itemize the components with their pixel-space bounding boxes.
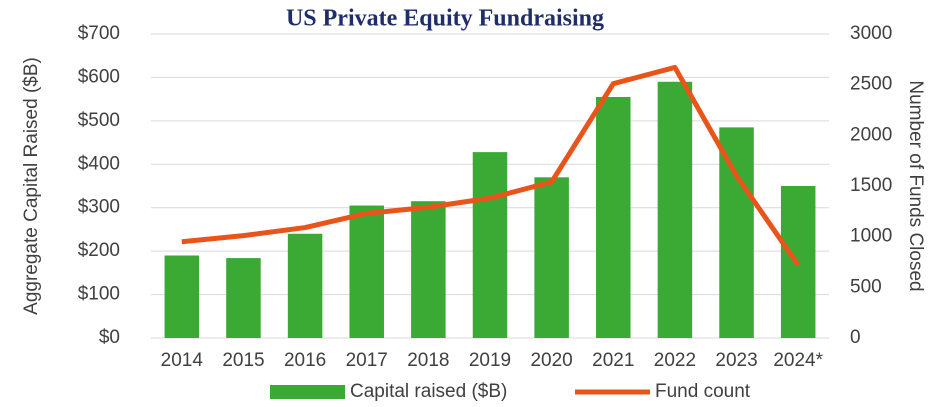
y2-tick-label: 2500 [850,74,892,95]
x-tick-label: 2019 [469,350,511,371]
x-tick-label: 2014 [161,350,204,371]
bar [349,205,384,338]
x-tick-label: 2018 [407,350,449,371]
x-tick-label: 2024* [773,350,823,371]
x-tick-label: 2023 [715,350,757,371]
y2-tick-label: 1000 [850,226,892,247]
y-tick-label: $300 [78,197,120,218]
y-tick-label: $700 [78,23,120,44]
x-tick-label: 2016 [284,350,326,371]
bar [657,81,693,339]
bar [472,152,508,338]
legend-label: Fund count [655,381,751,402]
y2-tick-label: 500 [850,276,882,297]
y-axis-label: Aggregate Capital Raised ($B) [21,57,42,315]
x-tick-label: 2015 [222,350,264,371]
bar [287,233,323,338]
line [181,64,801,267]
y-tick-label: $100 [78,284,120,305]
legend-swatch [270,385,345,399]
bar [164,255,200,338]
y2-axis-label: Number of Funds Closed [905,80,926,291]
y2-tick-label: 3000 [850,23,892,44]
chart-title: US Private Equity Fundraising [286,6,604,32]
y2-tick-label: 0 [850,327,861,348]
legend-label: Capital raised ($B) [350,381,507,402]
y-tick-label: $0 [99,327,120,348]
x-tick-label: 2021 [592,350,634,371]
x-tick-label: 2022 [654,350,696,371]
bar [226,258,261,338]
y-tick-label: $500 [78,110,120,131]
bar [534,177,569,338]
y-tick-label: $200 [78,240,120,261]
bar [411,201,446,338]
y2-tick-label: 1500 [850,175,892,196]
x-tick-label: 2020 [530,350,572,371]
bar [719,127,754,338]
x-tick-label: 2017 [346,350,388,371]
y2-tick-label: 2000 [850,124,892,145]
y-tick-label: $600 [78,66,120,87]
y-tick-label: $400 [78,153,120,174]
bar [596,96,631,338]
